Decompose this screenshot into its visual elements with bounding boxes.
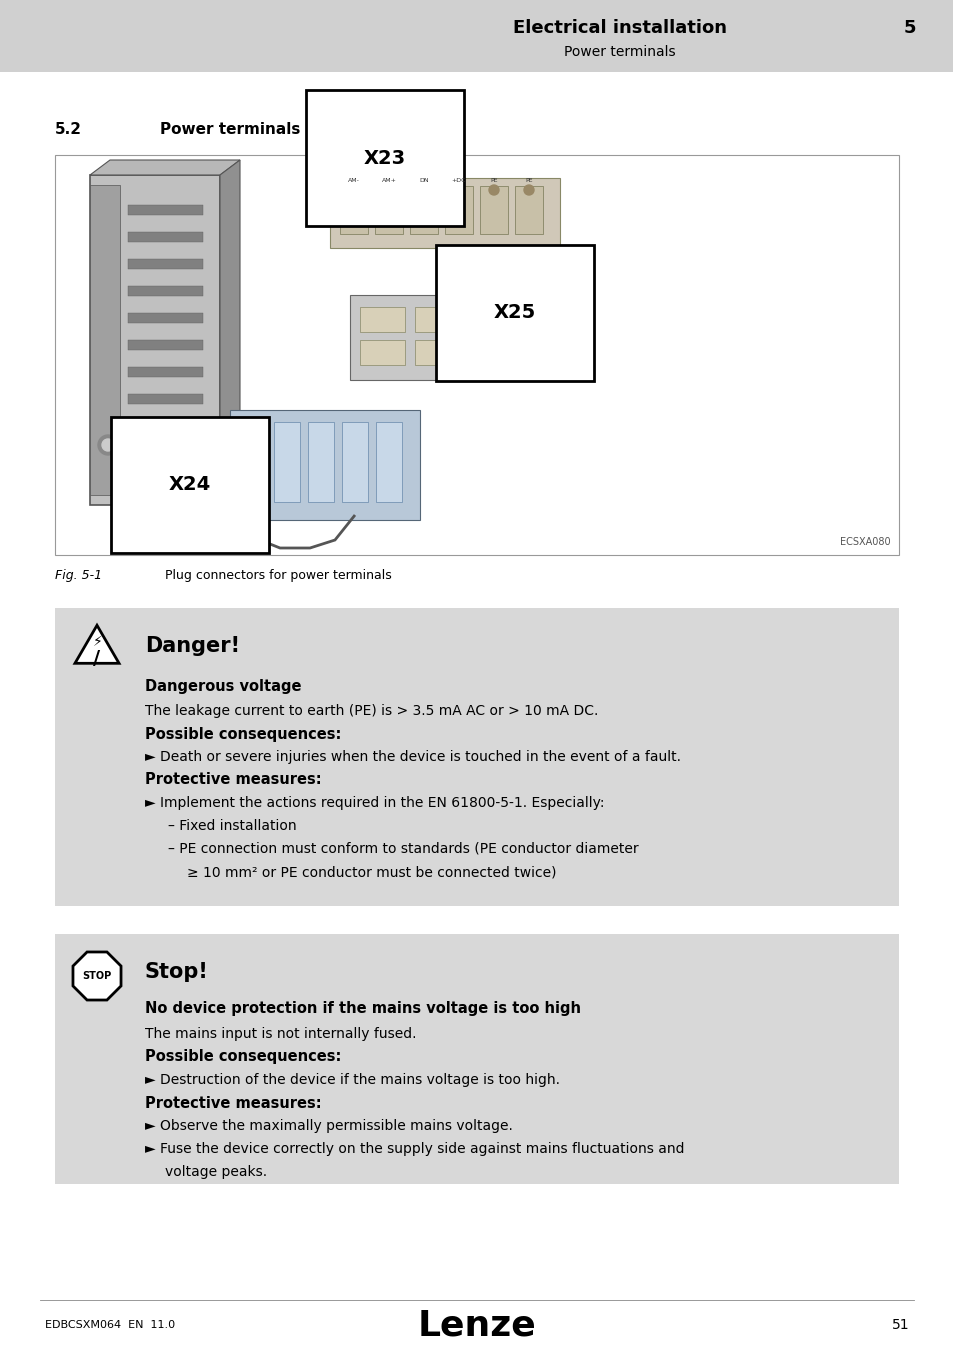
Text: The mains input is not internally fused.: The mains input is not internally fused. — [145, 1027, 416, 1041]
Text: ► Fuse the device correctly on the supply side against mains fluctuations and: ► Fuse the device correctly on the suppl… — [145, 1142, 684, 1156]
Circle shape — [454, 185, 463, 194]
FancyBboxPatch shape — [128, 313, 203, 323]
Text: Protective measures:: Protective measures: — [145, 772, 321, 787]
Text: No device protection if the mains voltage is too high: No device protection if the mains voltag… — [145, 1002, 580, 1017]
Text: AM-: AM- — [348, 178, 359, 184]
Text: ECSXA080: ECSXA080 — [840, 537, 890, 547]
Text: The leakage current to earth (PE) is > 3.5 mA AC or > 10 mA DC.: The leakage current to earth (PE) is > 3… — [145, 703, 598, 718]
Text: Dangerous voltage: Dangerous voltage — [145, 679, 301, 694]
FancyBboxPatch shape — [515, 186, 542, 234]
Text: AM+: AM+ — [381, 178, 396, 184]
Text: Possible consequences:: Possible consequences: — [145, 726, 341, 741]
FancyBboxPatch shape — [415, 340, 459, 364]
FancyBboxPatch shape — [90, 176, 220, 505]
FancyBboxPatch shape — [444, 186, 473, 234]
Text: Power terminals: Power terminals — [563, 45, 675, 59]
Text: +DC: +DC — [452, 178, 466, 184]
FancyBboxPatch shape — [128, 259, 203, 269]
Text: ► Death or severe injuries when the device is touched in the event of a fault.: ► Death or severe injuries when the devi… — [145, 751, 680, 764]
Text: ► Destruction of the device if the mains voltage is too high.: ► Destruction of the device if the mains… — [145, 1073, 559, 1087]
Circle shape — [102, 439, 113, 451]
FancyBboxPatch shape — [128, 367, 203, 377]
Text: ⚡: ⚡ — [93, 634, 103, 649]
Circle shape — [418, 185, 429, 194]
Text: X23: X23 — [363, 148, 406, 167]
Text: X24: X24 — [169, 475, 211, 494]
Polygon shape — [75, 625, 119, 663]
Circle shape — [489, 185, 498, 194]
FancyBboxPatch shape — [341, 423, 368, 502]
Polygon shape — [220, 161, 240, 505]
Text: Protective measures:: Protective measures: — [145, 1095, 321, 1111]
Polygon shape — [72, 952, 121, 1000]
Text: /: / — [93, 648, 100, 667]
FancyBboxPatch shape — [359, 306, 405, 332]
Circle shape — [384, 185, 394, 194]
FancyBboxPatch shape — [410, 186, 437, 234]
FancyBboxPatch shape — [415, 306, 459, 332]
Text: ≥ 10 mm² or PE conductor must be connected twice): ≥ 10 mm² or PE conductor must be connect… — [187, 865, 556, 879]
Text: Power terminals: Power terminals — [160, 123, 300, 138]
Circle shape — [98, 435, 118, 455]
FancyBboxPatch shape — [128, 340, 203, 350]
FancyBboxPatch shape — [359, 340, 405, 364]
FancyBboxPatch shape — [128, 421, 203, 431]
FancyBboxPatch shape — [55, 155, 898, 555]
Text: Lenze: Lenze — [417, 1308, 536, 1342]
FancyBboxPatch shape — [274, 423, 299, 502]
FancyBboxPatch shape — [350, 296, 470, 379]
Circle shape — [349, 185, 358, 194]
Text: – Fixed installation: – Fixed installation — [168, 819, 296, 833]
Text: STOP: STOP — [82, 971, 112, 981]
Text: ► Implement the actions required in the EN 61800-5-1. Especially:: ► Implement the actions required in the … — [145, 796, 604, 810]
Text: Stop!: Stop! — [145, 963, 209, 981]
FancyBboxPatch shape — [128, 286, 203, 296]
Text: Fig. 5-1: Fig. 5-1 — [55, 568, 102, 582]
Text: Danger!: Danger! — [145, 636, 240, 656]
FancyBboxPatch shape — [0, 72, 953, 1350]
FancyBboxPatch shape — [375, 423, 401, 502]
Text: 51: 51 — [891, 1318, 909, 1332]
Text: DN: DN — [418, 178, 428, 184]
FancyBboxPatch shape — [0, 0, 953, 72]
Polygon shape — [90, 161, 240, 176]
Text: PE: PE — [525, 178, 532, 184]
FancyBboxPatch shape — [128, 394, 203, 404]
Text: Plug connectors for power terminals: Plug connectors for power terminals — [165, 568, 392, 582]
FancyBboxPatch shape — [375, 186, 402, 234]
FancyBboxPatch shape — [230, 410, 419, 520]
FancyBboxPatch shape — [330, 178, 559, 248]
FancyBboxPatch shape — [55, 934, 898, 1184]
FancyBboxPatch shape — [240, 423, 266, 502]
FancyBboxPatch shape — [90, 185, 120, 495]
FancyBboxPatch shape — [339, 186, 368, 234]
Text: PE: PE — [490, 178, 497, 184]
Text: voltage peaks.: voltage peaks. — [165, 1165, 267, 1179]
Text: Electrical installation: Electrical installation — [513, 19, 726, 36]
Text: 5.2: 5.2 — [55, 123, 82, 138]
Text: 5: 5 — [902, 19, 915, 36]
Text: EDBCSXM064  EN  11.0: EDBCSXM064 EN 11.0 — [45, 1320, 175, 1330]
FancyBboxPatch shape — [55, 608, 898, 906]
Text: Possible consequences:: Possible consequences: — [145, 1049, 341, 1065]
FancyBboxPatch shape — [479, 186, 507, 234]
Text: ► Observe the maximally permissible mains voltage.: ► Observe the maximally permissible main… — [145, 1119, 513, 1133]
FancyBboxPatch shape — [308, 423, 334, 502]
Circle shape — [523, 185, 534, 194]
Text: – PE connection must conform to standards (PE conductor diameter: – PE connection must conform to standard… — [168, 842, 638, 856]
FancyBboxPatch shape — [128, 232, 203, 242]
FancyBboxPatch shape — [128, 205, 203, 215]
Text: X25: X25 — [494, 304, 536, 323]
